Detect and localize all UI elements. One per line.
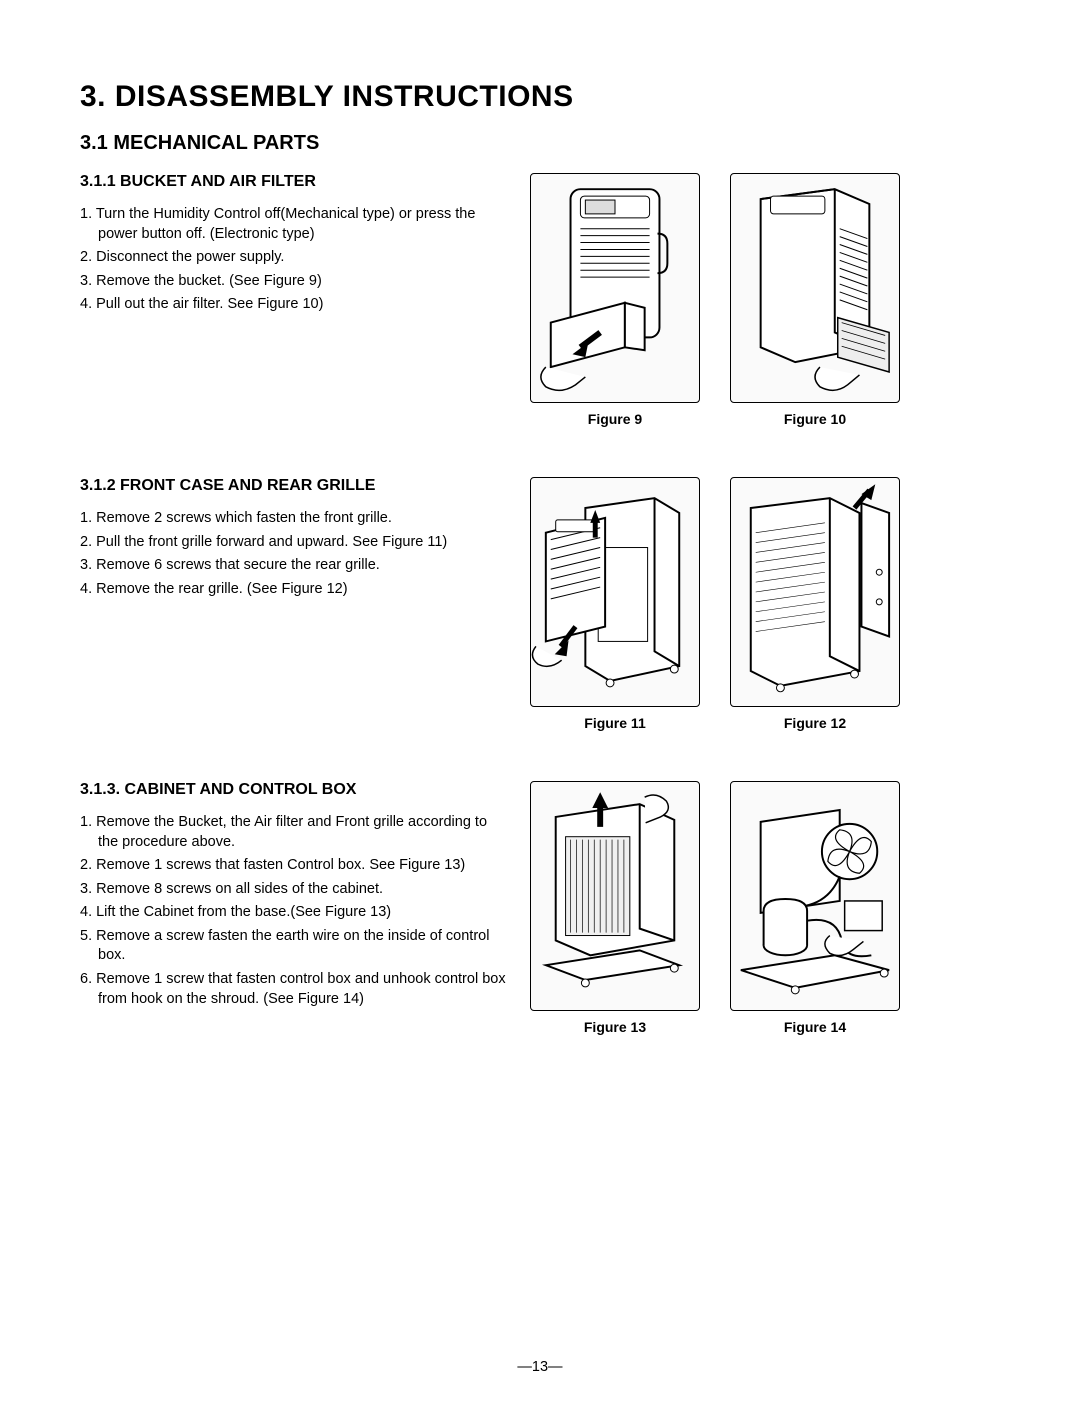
text-column: 3.1.3. CABINET AND CONTROL BOX 1. Remove… [80, 781, 510, 1035]
figure-illustration [730, 781, 900, 1011]
figure-caption: Figure 12 [730, 715, 900, 731]
subsection-cabinet-control-box: 3.1.3. CABINET AND CONTROL BOX 1. Remove… [80, 781, 1000, 1035]
step-item: 4. Remove the rear grille. (See Figure 1… [80, 580, 510, 600]
step-item: 2. Disconnect the power supply. [80, 248, 510, 268]
subsection-heading: 3.1.1 BUCKET AND AIR FILTER [80, 173, 510, 191]
figure-illustration [730, 477, 900, 707]
subsection-bucket-air-filter: 3.1.1 BUCKET AND AIR FILTER 1. Turn the … [80, 173, 1000, 427]
figure-column: Figure 13 [530, 781, 1000, 1035]
step-item: 2. Remove 1 screws that fasten Control b… [80, 856, 510, 876]
figure-illustration [530, 173, 700, 403]
subsection-front-case-rear-grille: 3.1.2 FRONT CASE AND REAR GRILLE 1. Remo… [80, 477, 1000, 731]
figure-caption: Figure 9 [530, 411, 700, 427]
section-title: 3.1 MECHANICAL PARTS [80, 132, 1000, 155]
step-item: 1. Turn the Humidity Control off(Mechani… [80, 205, 510, 244]
figure-9: Figure 9 [530, 173, 700, 427]
figure-caption: Figure 11 [530, 715, 700, 731]
figure-caption: Figure 14 [730, 1019, 900, 1035]
text-column: 3.1.2 FRONT CASE AND REAR GRILLE 1. Remo… [80, 477, 510, 731]
chapter-title: 3. DISASSEMBLY INSTRUCTIONS [80, 80, 1000, 114]
figure-10: Figure 10 [730, 173, 900, 427]
step-item: 1. Remove 2 screws which fasten the fron… [80, 509, 510, 529]
figure-caption: Figure 10 [730, 411, 900, 427]
manual-page: 3. DISASSEMBLY INSTRUCTIONS 3.1 MECHANIC… [0, 0, 1080, 1405]
step-item: 4. Lift the Cabinet from the base.(See F… [80, 903, 510, 923]
step-item: 3. Remove 8 screws on all sides of the c… [80, 880, 510, 900]
figure-12: Figure 12 [730, 477, 900, 731]
text-column: 3.1.1 BUCKET AND AIR FILTER 1. Turn the … [80, 173, 510, 427]
figure-illustration [730, 173, 900, 403]
step-item: 5. Remove a screw fasten the earth wire … [80, 927, 510, 966]
figure-column: Figure 11 [530, 477, 1000, 731]
step-item: 4. Pull out the air filter. See Figure 1… [80, 295, 510, 315]
figure-illustration [530, 781, 700, 1011]
figure-13: Figure 13 [530, 781, 700, 1035]
step-item: 3. Remove the bucket. (See Figure 9) [80, 272, 510, 292]
step-item: 2. Pull the front grille forward and upw… [80, 533, 510, 553]
step-list: 1. Turn the Humidity Control off(Mechani… [80, 205, 510, 315]
subsection-heading: 3.1.3. CABINET AND CONTROL BOX [80, 781, 510, 799]
step-list: 1. Remove 2 screws which fasten the fron… [80, 509, 510, 599]
page-number: —13— [0, 1359, 1080, 1375]
figure-illustration [530, 477, 700, 707]
step-item: 3. Remove 6 screws that secure the rear … [80, 556, 510, 576]
figure-column: Figure 9 [530, 173, 1000, 427]
step-item: 6. Remove 1 screw that fasten control bo… [80, 970, 510, 1009]
step-item: 1. Remove the Bucket, the Air filter and… [80, 813, 510, 852]
step-list: 1. Remove the Bucket, the Air filter and… [80, 813, 510, 1009]
figure-14: Figure 14 [730, 781, 900, 1035]
figure-11: Figure 11 [530, 477, 700, 731]
figure-caption: Figure 13 [530, 1019, 700, 1035]
subsection-heading: 3.1.2 FRONT CASE AND REAR GRILLE [80, 477, 510, 495]
